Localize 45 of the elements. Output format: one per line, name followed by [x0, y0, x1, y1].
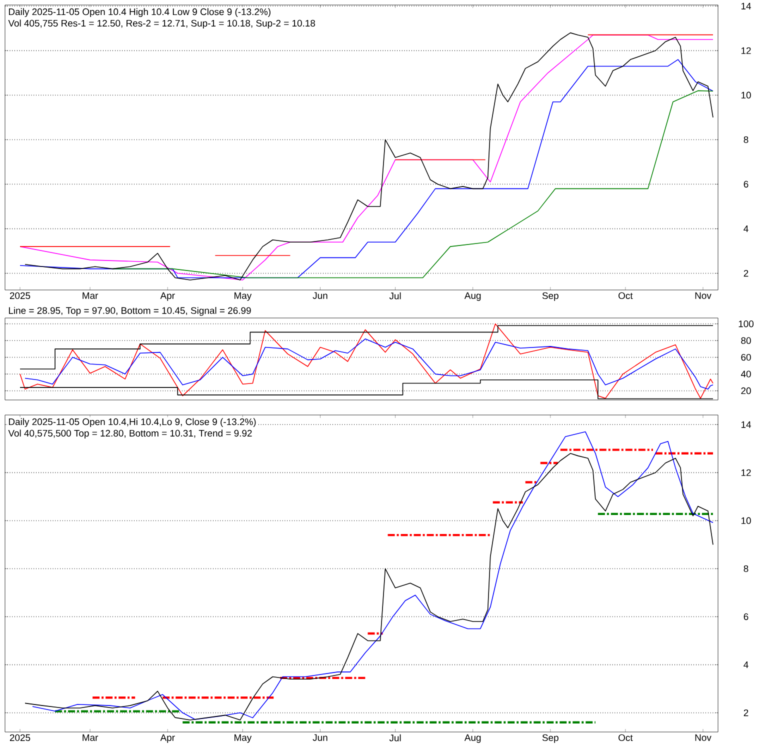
y-tick-label: 10 [741, 517, 751, 524]
text: Vol 40,575,500 Top = 12.80, Bottom = 10.31, Trend = 9.92 [8, 430, 252, 438]
y-tick-label: 6 [744, 613, 748, 620]
y-tick-label: 40 [740, 370, 751, 378]
chart-title: Daily 2025-11-05 Open 10.4 High 10.4 Low 9 Close 9 (-13.2%) [8, 8, 270, 18]
text: Vol 405,755 Res-1 = 12.50, Res-2 = 12.71, Sup-1 = 10.18, Sup-2 = 10.18 [8, 20, 316, 28]
chart-title: Line = 28.95, Top = 97.90, Bottom = 10.45, Signal = 26.99 [8, 306, 251, 316]
y-tick-label: 60 [741, 354, 751, 361]
chart-title: Daily 2025-11-05 Open 10.4,Hi 10.4,Lo 9, Close 9 (-13.2%) [8, 418, 256, 428]
x-tick-label: May [234, 734, 252, 743]
y-tick-label: 2 [744, 709, 748, 716]
x-tick-label: Mar [82, 734, 98, 741]
y-tick-label: 100 [738, 320, 754, 328]
x-tick-label: Jun [312, 734, 328, 741]
x-tick-label: Jul [389, 292, 401, 300]
y-tick-label: 2 [744, 270, 748, 277]
y-tick-label: 6 [744, 180, 748, 188]
x-tick-label: Sep [542, 292, 558, 301]
y-tick-label: 10 [741, 92, 751, 99]
x-tick-label: Oct [618, 734, 633, 742]
x-tick-label: Aug [464, 292, 481, 301]
y-tick-label: 14 [741, 421, 751, 428]
x-tick-label: Mar [82, 292, 98, 299]
x-tick-label: 2025 [10, 734, 30, 742]
x-tick-label: Nov [695, 292, 712, 299]
x-tick-label: Nov [695, 734, 712, 741]
y-tick-label: 12 [741, 469, 751, 476]
x-tick-label: Apr [160, 734, 175, 743]
y-tick-label: 4 [744, 661, 748, 668]
x-tick-label: Oct [618, 292, 633, 300]
y-tick-label: 4 [744, 225, 748, 232]
x-tick-label: Aug [464, 734, 481, 743]
x-tick-label: Jul [389, 734, 401, 742]
y-tick-label: 20 [741, 387, 751, 394]
y-tick-label: 8 [744, 136, 748, 144]
y-tick-label: 8 [744, 565, 748, 572]
x-tick-label: Sep [542, 734, 558, 743]
x-tick-label: Jun [312, 292, 328, 299]
y-tick-label: 80 [741, 337, 751, 344]
y-tick-label: 14 [741, 2, 751, 10]
x-tick-label: May [234, 292, 252, 301]
x-tick-label: 2025 [10, 292, 30, 300]
y-tick-label: 12 [741, 47, 751, 54]
line-series [24, 338, 714, 390]
x-tick-label: Apr [160, 292, 175, 301]
